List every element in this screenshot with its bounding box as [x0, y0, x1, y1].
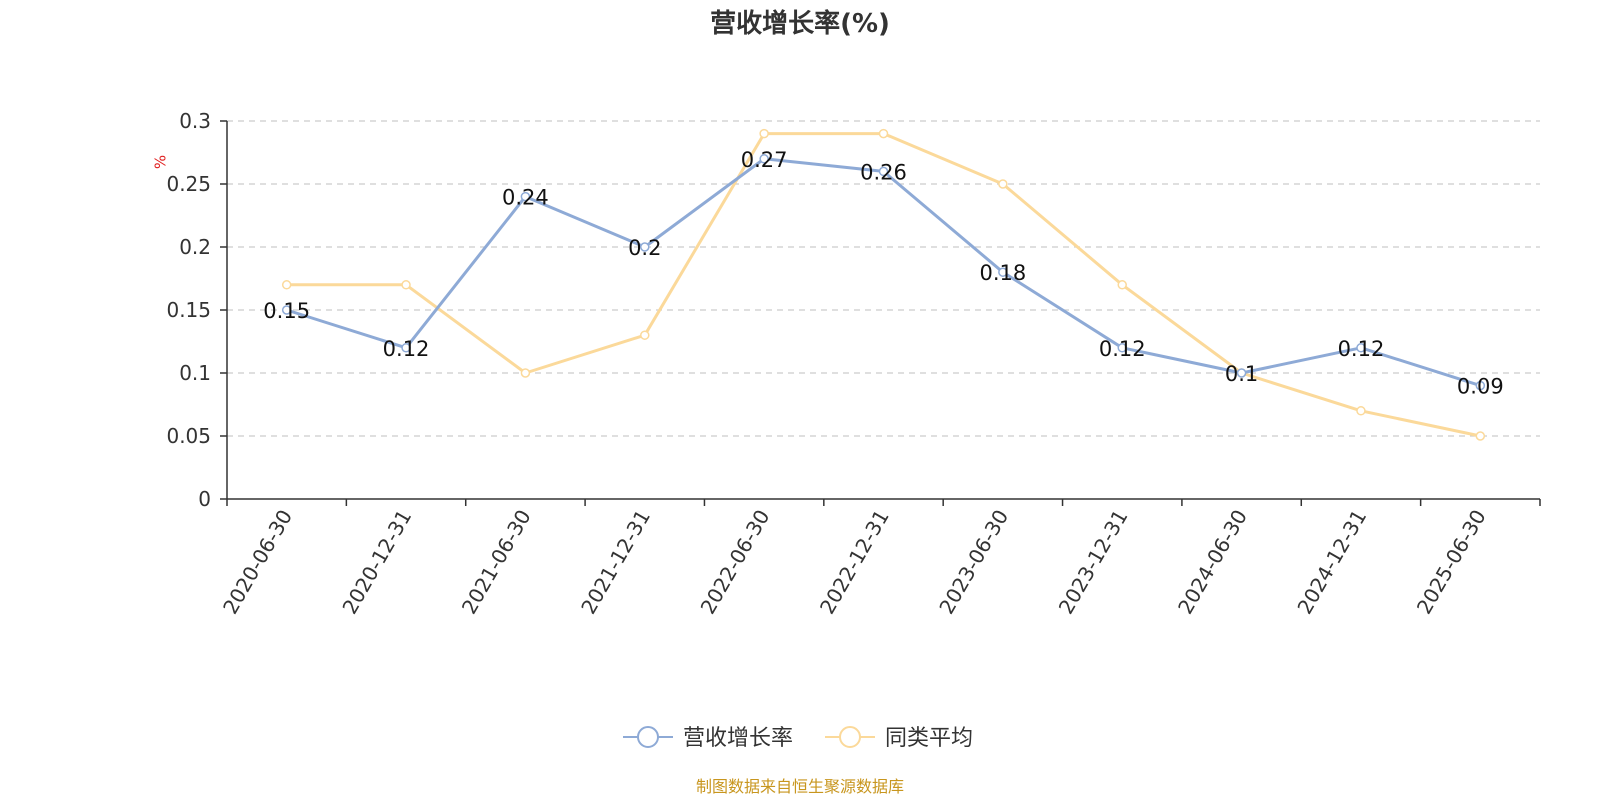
x-tick-labels: 2020-06-30 2020-12-31 2021-06-30 2021-12-31…	[218, 505, 1491, 618]
legend-label-peer-average: 同类平均	[885, 726, 973, 751]
data-label: 0.27	[741, 148, 788, 172]
data-label: 0.24	[502, 186, 549, 210]
y-tick-labels: 0 0.05 0.1 0.15 0.2 0.25 0.3	[166, 109, 211, 511]
grid-lines	[227, 120, 1540, 437]
x-tick-label: 2020-06-30	[218, 506, 297, 619]
legend-item-peer-average[interactable]: 同类平均	[825, 726, 973, 751]
data-point	[640, 242, 650, 252]
data-label: 0.2	[628, 236, 661, 260]
data-point	[998, 179, 1008, 189]
series-revenue-growth	[281, 154, 1486, 391]
x-tick-label: 2023-06-30	[934, 506, 1013, 619]
legend: 营收增长率 同类平均	[623, 726, 973, 751]
x-tick-label: 2022-12-31	[815, 506, 894, 619]
y-tick-label: 0.3	[179, 109, 211, 133]
data-label: 0.1	[1225, 362, 1258, 386]
y-tick-label: 0.1	[179, 361, 211, 385]
data-point	[401, 280, 411, 290]
y-axis-unit: %	[152, 155, 170, 169]
legend-marker-peer-average	[839, 726, 861, 748]
data-point	[878, 166, 889, 177]
x-tick-label: 2024-12-31	[1292, 506, 1371, 619]
data-point	[281, 280, 292, 290]
data-label: 0.15	[263, 299, 310, 323]
data-point	[878, 128, 889, 139]
data-point	[1475, 431, 1486, 441]
y-tick-label: 0.15	[166, 298, 211, 322]
x-tick-label: 2021-12-31	[576, 506, 655, 619]
data-label: 0.18	[979, 261, 1026, 285]
series-line	[286, 157, 1481, 388]
data-point	[998, 267, 1008, 277]
series-group	[281, 128, 1486, 441]
chart-title: 营收增长率(%)	[710, 8, 890, 39]
data-point	[1117, 280, 1127, 290]
data-point	[520, 368, 531, 378]
legend-marker-revenue-growth	[637, 726, 659, 748]
x-tick-label: 2021-06-30	[457, 506, 536, 619]
y-tick-label: 0	[198, 487, 211, 511]
data-point	[520, 191, 531, 202]
data-labels: 0.15 0.12 0.24 0.2 0.27 0.26 0.18 0.12 0.1 0.12 0.…	[263, 148, 1503, 399]
data-label: 0.12	[1338, 337, 1385, 361]
data-point	[1236, 368, 1247, 378]
x-tick-label: 2025-06-30	[1412, 506, 1491, 619]
data-point	[1475, 380, 1486, 391]
legend-item-revenue-growth[interactable]: 营收增长率	[623, 726, 793, 751]
x-tick-label: 2022-06-30	[696, 506, 775, 619]
data-point	[759, 128, 769, 139]
axes	[220, 120, 1541, 506]
x-tick-label: 2024-06-30	[1173, 506, 1252, 619]
data-label: 0.26	[860, 160, 907, 184]
x-tick-label: 2023-12-31	[1054, 506, 1133, 619]
data-label: 0.09	[1457, 375, 1504, 399]
data-point	[401, 343, 411, 353]
data-point	[759, 154, 769, 164]
y-tick-label: 0.2	[179, 235, 211, 259]
data-point	[1117, 343, 1127, 353]
y-tick-label: 0.25	[166, 172, 211, 196]
data-point	[1356, 406, 1366, 416]
data-point	[281, 305, 292, 315]
data-point	[1356, 343, 1366, 353]
source-note: 制图数据来自恒生聚源数据库	[696, 777, 904, 796]
data-label: 0.12	[1099, 337, 1146, 361]
x-tick-label: 2020-12-31	[337, 505, 416, 618]
data-label: 0.12	[383, 337, 430, 361]
legend-label-revenue-growth: 营收增长率	[683, 726, 793, 751]
y-tick-label: 0.05	[166, 424, 211, 448]
data-point	[640, 330, 650, 340]
